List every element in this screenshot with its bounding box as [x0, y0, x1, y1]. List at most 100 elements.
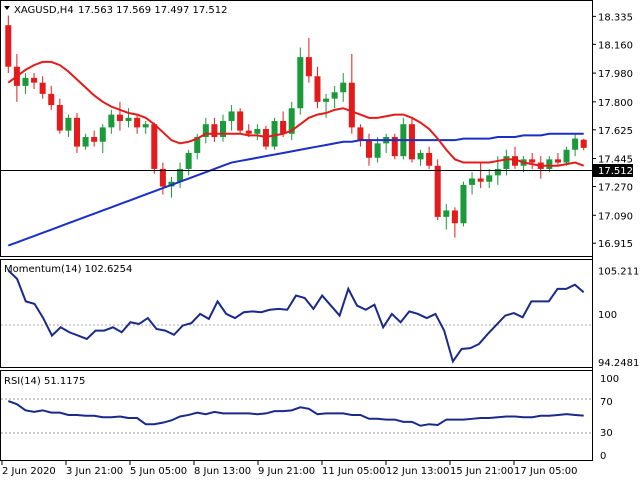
candle-body [254, 129, 261, 134]
rsi-chart-layer [7, 400, 584, 427]
candle-body [305, 57, 312, 77]
price-chart-layer [5, 15, 587, 247]
rsi-line [7, 400, 584, 427]
candle-body [211, 124, 218, 137]
candle-body [365, 140, 373, 158]
momentum-panel-frame [0, 259, 593, 368]
candle-body [486, 175, 493, 182]
candle-body [108, 114, 115, 128]
candle-body [73, 117, 81, 147]
price-tick-label: 17.625 [598, 126, 633, 137]
price-tick-label: 17.445 [598, 155, 633, 166]
price-tick-label: 17.090 [598, 211, 633, 222]
momentum-tick-label: 94.2481 [598, 358, 639, 369]
candle-body [280, 121, 287, 134]
momentum-axis: 105.2119 100 94.2481 [598, 266, 640, 369]
ohlc-values: 17.563 17.569 17.497 17.512 [78, 5, 228, 16]
momentum-label: Momentum(14) 102.6254 [4, 264, 132, 275]
moving-average-fast-line [7, 60, 585, 167]
candle-body [228, 111, 235, 122]
candle-body [323, 98, 330, 102]
price-tick-label: 18.160 [598, 40, 633, 51]
candle-body [22, 77, 29, 86]
candle-body [5, 25, 12, 67]
time-tick-label: 3 Jun 21:00 [66, 466, 123, 477]
candle-body [48, 93, 55, 106]
candle-body [314, 76, 321, 102]
candle-body [348, 82, 355, 128]
time-tick-label: 15 Jun 21:00 [450, 466, 514, 477]
candle-body [39, 82, 46, 94]
momentum-tick-label: 100 [598, 310, 617, 321]
price-tick-label: 17.800 [598, 98, 633, 109]
current-price-value: 17.512 [598, 166, 633, 177]
candle-body [408, 124, 415, 160]
time-axis: 2 Jun 2020 3 Jun 21:00 5 Jun 05:00 8 Jun 13… [1, 461, 578, 477]
candle-body [177, 168, 184, 182]
candle-body [417, 152, 424, 160]
candle-body [374, 143, 381, 158]
candle-body [116, 114, 123, 122]
candle-body [529, 159, 536, 163]
candle-body [460, 184, 467, 224]
candle-body [357, 127, 364, 141]
candle-body [443, 210, 450, 217]
candle-body [65, 117, 72, 131]
candle-body [494, 168, 501, 176]
candle-body [434, 165, 441, 217]
symbol-label: XAGUSD,H4 [14, 5, 74, 16]
candle-body [125, 117, 132, 122]
momentum-chart-layer [7, 269, 585, 364]
candle-body [391, 136, 398, 157]
time-tick-label: 2 Jun 2020 [2, 466, 56, 477]
candle-body [503, 156, 510, 169]
candle-body [271, 121, 278, 147]
price-tick-label: 17.980 [598, 69, 633, 80]
candle-body [297, 57, 304, 109]
time-tick-label: 17 Jun 05:00 [514, 466, 578, 477]
current-price-badge [593, 164, 633, 177]
candle-body [237, 111, 244, 131]
time-tick-label: 5 Jun 05:00 [130, 466, 187, 477]
rsi-tick-label: 100 [600, 374, 619, 385]
candle-body [451, 210, 458, 224]
momentum-tick-label: 105.2119 [598, 266, 640, 277]
time-tick-label: 12 Jun 13:00 [386, 466, 450, 477]
price-axis: 18.335 18.160 17.980 17.800 17.625 17.445 17.2… [592, 12, 633, 250]
rsi-tick-label: 70 [600, 397, 613, 408]
price-tick-label: 18.335 [598, 12, 633, 23]
candle-body [288, 108, 295, 134]
candle-body [554, 159, 561, 163]
candle-body [580, 139, 587, 148]
rsi-tick-label: 30 [600, 428, 613, 439]
candle-body [82, 136, 89, 147]
rsi-label: RSI(14) 51.1175 [4, 376, 85, 387]
candle-body [331, 92, 338, 99]
candle-body [426, 152, 433, 166]
candle-body [546, 159, 553, 169]
moving-average-slow-line [7, 132, 584, 247]
candle-body [151, 124, 158, 169]
candle-body [185, 152, 192, 169]
candle-body [572, 138, 579, 150]
candle-body [91, 136, 98, 142]
candle-body [202, 124, 209, 137]
candle-body [511, 156, 519, 166]
time-tick-label: 11 Jun 05:00 [322, 466, 386, 477]
candle-body [194, 136, 201, 153]
time-tick-label: 9 Jun 21:00 [258, 466, 315, 477]
candle-body [159, 168, 166, 187]
candle-body [219, 121, 227, 137]
candle-body [99, 127, 106, 142]
rsi-axis: 100 70 30 0 [600, 374, 619, 462]
price-panel-frame [0, 0, 593, 257]
candle-body [31, 77, 38, 83]
candle-body [134, 117, 141, 128]
candle-body [469, 178, 476, 185]
momentum-line [7, 269, 585, 364]
triangle-down-icon[interactable] [4, 6, 10, 10]
candle-body [477, 178, 484, 182]
price-tick-label: 16.915 [598, 239, 633, 250]
time-tick-label: 8 Jun 13:00 [194, 466, 251, 477]
